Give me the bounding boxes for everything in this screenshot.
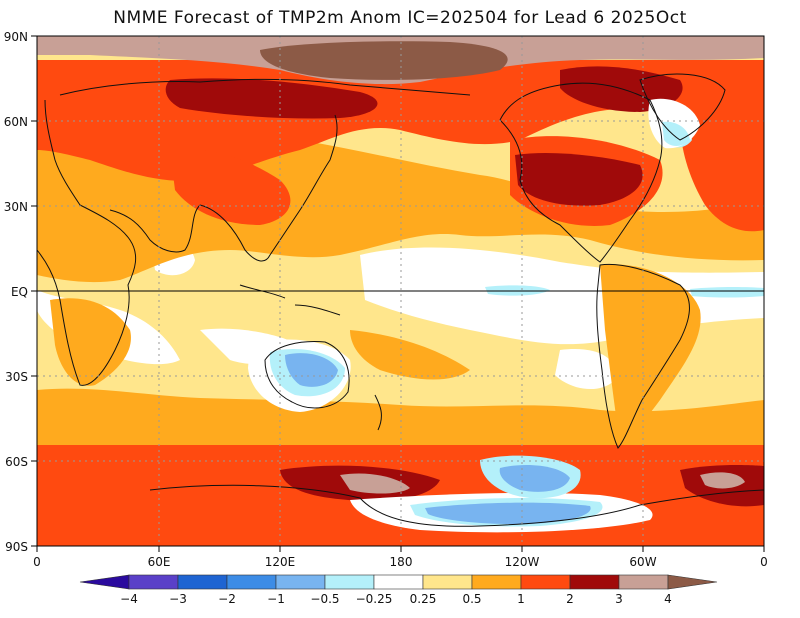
coast-north-america: [499, 82, 663, 263]
coast-africa-europe: [37, 99, 137, 386]
anomaly-red-orange-north-atlantic: [680, 113, 764, 232]
lon-label: 60E: [148, 555, 171, 569]
coast-south-america: [596, 263, 690, 449]
colorbar-label: 3: [615, 592, 623, 606]
anomaly-cyan-atlantic-strip: [690, 287, 764, 298]
tick-marks: [31, 35, 765, 552]
anomaly-dark-red-siberia: [165, 78, 378, 119]
lon-label: 0: [760, 555, 768, 569]
colorbar-label: 0.5: [462, 592, 481, 606]
lat-label: 90S: [5, 540, 28, 554]
anomaly-light-blue-ross-sea: [499, 465, 570, 492]
colorbar-labels: −4 −3 −2 −1 −0.5 −0.25 0.25 0.5 1 2 3 4: [120, 592, 672, 606]
colorbar-label: −0.25: [356, 592, 393, 606]
anomaly-light-blue-antarctica: [425, 502, 591, 525]
anomaly-orange-south-america: [600, 264, 701, 445]
colorbar-swatch: [177, 574, 228, 590]
colorbar-label: 2: [566, 592, 574, 606]
colorbar-label: −2: [218, 592, 236, 606]
colorbar-swatch: [618, 574, 669, 590]
coast-east-asia: [199, 114, 338, 262]
colorbar-swatch: [324, 574, 375, 590]
anomaly-dark-red-us: [515, 153, 643, 206]
map-title: NMME Forecast of TMP2m Anom IC=202504 fo…: [113, 8, 687, 28]
anomaly-cyan-greenland-core: [662, 121, 690, 146]
colorbar-swatch: [422, 574, 473, 590]
colorbar: [79, 574, 718, 590]
colorbar-label: −1: [267, 592, 285, 606]
colorbar-label: 4: [664, 592, 672, 606]
colorbar-label: −4: [120, 592, 138, 606]
coast-arabia-india: [109, 204, 201, 253]
graticule: [37, 36, 764, 546]
colorbar-label: 1: [517, 592, 525, 606]
lon-label: 180: [390, 555, 413, 569]
coast-new-zealand: [374, 394, 382, 431]
colorbar-swatch: [569, 574, 620, 590]
colorbar-swatch: [275, 574, 326, 590]
coast-australia: [264, 341, 350, 409]
colorbar-arrow-right: [667, 574, 718, 590]
lat-label: EQ: [11, 285, 28, 299]
anomaly-light-blue-australia: [285, 353, 338, 387]
lat-label: 60N: [4, 115, 28, 129]
colorbar-swatch: [226, 574, 277, 590]
anomaly-cyan-equatorial-strip: [485, 285, 550, 296]
anomaly-brown-arctic-core: [260, 41, 508, 80]
anomaly-orange-central-pacific: [350, 330, 470, 380]
longitude-labels: 0 60E 120E 180 120W 60W 0: [33, 555, 768, 569]
coast-greenland: [639, 73, 726, 141]
lon-label: 120E: [265, 555, 296, 569]
colorbar-swatch: [471, 574, 522, 590]
lon-label: 120W: [505, 555, 540, 569]
anomaly-light-brown-antarctic: [340, 473, 410, 494]
lon-label: 0: [33, 555, 41, 569]
colorbar-label: −3: [169, 592, 187, 606]
latitude-labels: 90N 60N 30N EQ 30S 60S 90S: [4, 30, 28, 554]
colorbar-label: 0.25: [410, 592, 437, 606]
colorbar-label: −0.5: [310, 592, 339, 606]
anomaly-light-brown-antarctic-east: [700, 472, 745, 489]
lat-label: 30S: [5, 370, 28, 384]
colorbar-arrow-left: [79, 574, 130, 590]
colorbar-swatch: [520, 574, 571, 590]
coast-arctic-eurasia: [59, 78, 471, 96]
lat-label: 30N: [4, 200, 28, 214]
anomaly-orange-africa: [50, 298, 131, 386]
lat-label: 90N: [4, 30, 28, 44]
lat-label: 60S: [5, 455, 28, 469]
lon-label: 60W: [629, 555, 656, 569]
anomaly-orange-southern-band: [37, 388, 764, 445]
colorbar-swatch: [128, 574, 179, 590]
colorbar-swatch: [373, 574, 424, 590]
